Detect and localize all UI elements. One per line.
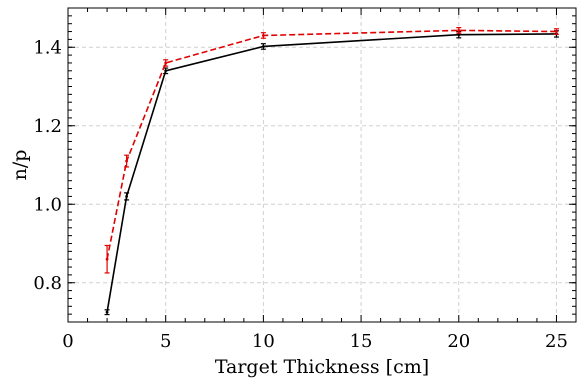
series-1-line — [106, 33, 557, 313]
series-2-point — [164, 61, 168, 65]
y-tick-label: 1.2 — [33, 116, 62, 137]
series-1-point — [105, 310, 109, 314]
series-1-errorbar — [104, 309, 110, 316]
series-2-errorbar — [124, 154, 130, 168]
y-axis-title: n/p — [9, 150, 31, 181]
x-axis-title: Target Thickness [cm] — [215, 356, 429, 378]
series-2-point — [555, 30, 558, 33]
series-2-point — [105, 257, 109, 261]
series-2-errorbar — [456, 27, 462, 34]
series-2-point — [261, 34, 265, 37]
series-2-errorbar — [260, 32, 266, 39]
x-tick-label: 0 — [62, 331, 73, 352]
tick-layer: 0 5 10 15 20 25 0.8 1.0 1.2 1.4 — [33, 7, 576, 352]
series-2-errorbar — [553, 28, 559, 35]
series-1-point — [261, 45, 265, 48]
x-tick-label: 5 — [160, 331, 171, 352]
series-2-line — [106, 29, 557, 260]
series-2-errorbar — [163, 59, 169, 67]
y-tick-label: 0.8 — [33, 273, 62, 294]
series-1-errorbar — [124, 192, 130, 201]
series-1 — [104, 30, 559, 316]
series-2-point — [457, 28, 461, 32]
series-1-point — [164, 69, 168, 73]
series-2-errorbar — [104, 244, 110, 274]
series-2-point — [125, 159, 129, 163]
y-tick-label: 1.0 — [33, 194, 62, 215]
x-tick-label: 10 — [252, 331, 275, 352]
grid-layer — [68, 8, 576, 322]
x-tick-label: 20 — [447, 331, 470, 352]
y-tick-label: 1.4 — [33, 37, 62, 58]
series-1-point — [457, 33, 461, 37]
series-2 — [104, 27, 559, 274]
plot-frame — [67, 7, 577, 323]
x-tick-label: 15 — [350, 331, 373, 352]
series-layer — [104, 27, 559, 316]
series-1-point — [125, 195, 129, 198]
series-1-errorbar — [260, 43, 266, 50]
x-tick-label: 25 — [545, 331, 568, 352]
